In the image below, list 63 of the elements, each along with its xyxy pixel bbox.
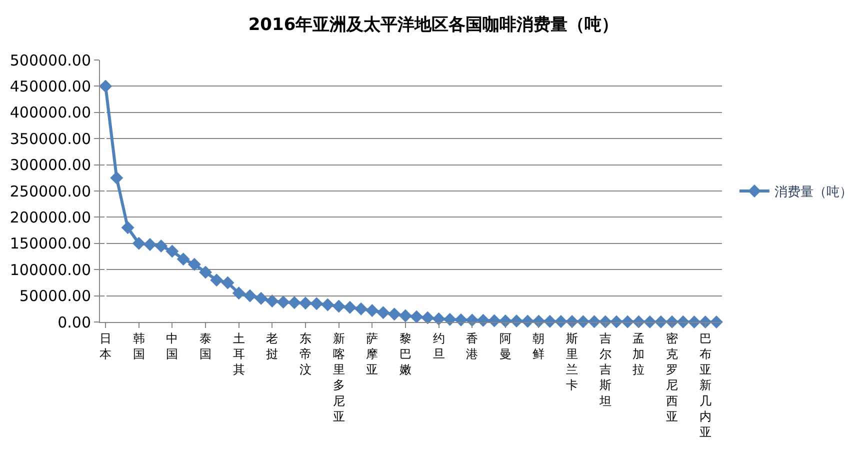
- point: [298, 296, 312, 310]
- x-tick-label: 阿曼: [499, 331, 512, 361]
- legend-label: 消费量（吨）: [774, 185, 852, 200]
- x-tick-label: 巴布亚新几内亚: [699, 331, 712, 439]
- point: [188, 258, 201, 271]
- chart-title: 2016年亚洲及太平洋地区各国咖啡消费量（吨）: [248, 14, 619, 35]
- y-tick-label: 500000.00: [10, 51, 91, 70]
- y-tick-label: 450000.00: [10, 77, 91, 96]
- point: [354, 302, 368, 316]
- x-tick-label: 香港: [466, 331, 478, 361]
- x-tick-label: 中国: [166, 331, 178, 361]
- point: [410, 310, 424, 324]
- x-tick-label: 约旦: [432, 331, 445, 361]
- x-tick-label: 泰国: [200, 331, 212, 361]
- x-tick-label: 老挝: [266, 331, 278, 361]
- point: [176, 252, 190, 266]
- point: [388, 308, 401, 321]
- point: [398, 309, 412, 322]
- x-tick-label: 萨摩亚: [366, 331, 378, 377]
- point: [210, 274, 224, 287]
- point: [343, 300, 356, 314]
- y-tick-label: 0.00: [58, 313, 91, 332]
- point: [243, 289, 256, 302]
- point: [99, 80, 112, 93]
- y-tick-label: 200000.00: [10, 208, 91, 226]
- point: [143, 238, 156, 251]
- x-tick-label: 东帝汶: [299, 331, 312, 377]
- point: [121, 221, 134, 234]
- y-tick-label: 150000.00: [10, 234, 91, 253]
- point: [154, 240, 168, 253]
- x-tick-label: 韩国: [132, 331, 145, 361]
- point: [266, 294, 279, 308]
- point: [366, 304, 379, 317]
- point: [110, 171, 124, 184]
- point: [443, 312, 456, 326]
- point: [254, 292, 268, 305]
- point: [132, 236, 146, 250]
- y-tick-label: 100000.00: [10, 260, 91, 279]
- point: [232, 286, 246, 300]
- y-tick-label: 350000.00: [10, 130, 91, 148]
- point: [166, 244, 179, 258]
- point: [332, 300, 346, 313]
- x-tick-label: 斯里兰卡: [566, 331, 578, 392]
- x-tick-label: 新喀里多尼亚: [332, 331, 345, 424]
- x-tick-label: 吉尔吉斯坦: [598, 331, 612, 408]
- y-tick-label: 250000.00: [10, 182, 91, 200]
- point: [276, 296, 290, 309]
- point: [421, 311, 434, 324]
- x-tick-label: 孟加拉: [632, 331, 645, 377]
- point: [321, 298, 334, 312]
- x-tick-label: 密克罗尼西亚: [666, 331, 678, 424]
- y-tick-label: 300000.00: [10, 156, 91, 174]
- point: [221, 276, 234, 290]
- point: [376, 306, 390, 320]
- x-tick-label: 土耳其: [232, 331, 245, 377]
- point: [199, 266, 212, 279]
- point: [310, 297, 324, 310]
- y-tick-label: 50000.00: [19, 287, 91, 306]
- x-tick-label: 黎巴嫩: [399, 331, 412, 377]
- x-tick-label: 日本: [100, 331, 112, 361]
- y-tick-label: 400000.00: [10, 104, 91, 122]
- x-tick-label: 朝鲜: [532, 331, 545, 361]
- point: [288, 296, 301, 310]
